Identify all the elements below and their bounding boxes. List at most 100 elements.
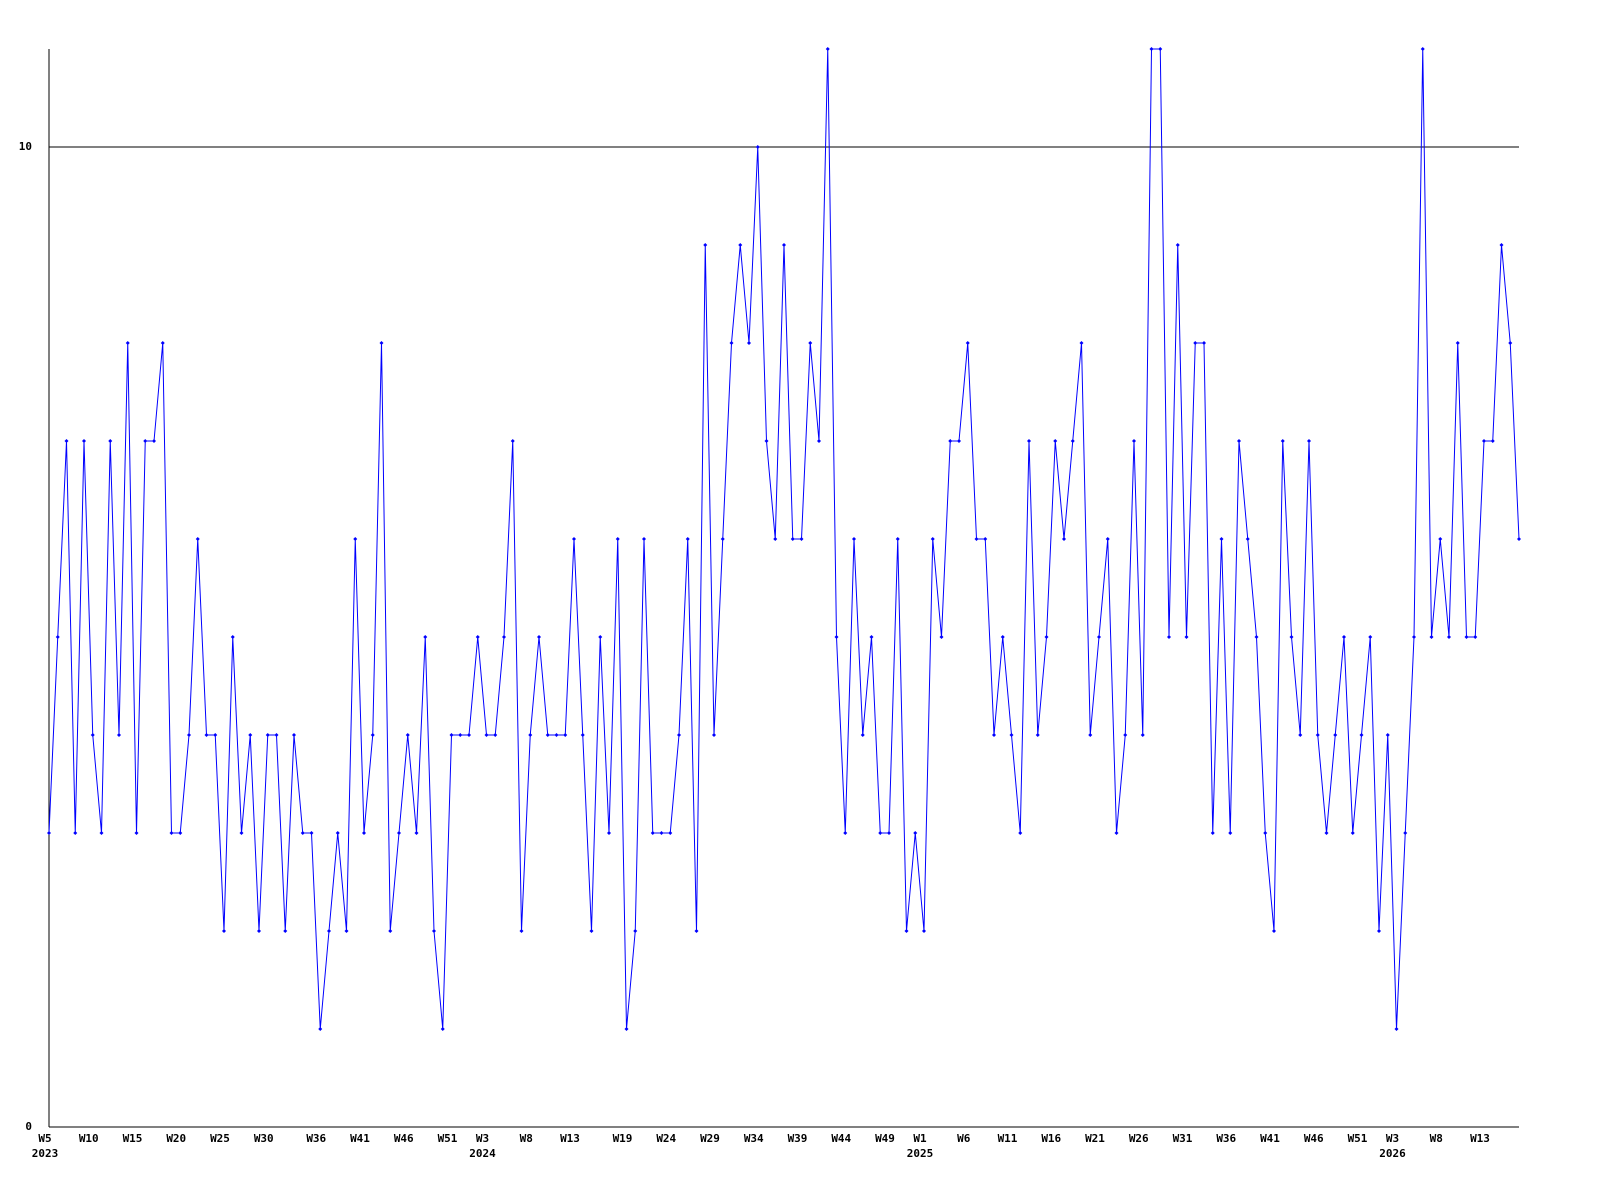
x-tick-label: W36: [1216, 1132, 1236, 1145]
data-point: [1079, 341, 1084, 345]
data-point: [799, 537, 804, 541]
data-point: [528, 733, 533, 737]
data-point: [257, 929, 261, 933]
data-point: [992, 733, 996, 737]
data-point: [1263, 831, 1268, 835]
data-point: [922, 929, 926, 933]
data-point: [1289, 635, 1294, 639]
data-point: [1455, 341, 1460, 345]
data-point: [458, 733, 463, 737]
x-tick-label: W51: [1348, 1132, 1368, 1145]
data-point: [1490, 439, 1495, 443]
data-point: [318, 1027, 323, 1031]
data-point: [983, 537, 988, 541]
data-point: [817, 439, 821, 443]
data-point: [1429, 635, 1434, 639]
year-label: 2025: [907, 1147, 934, 1160]
data-point: [1140, 733, 1145, 737]
data-point: [598, 635, 603, 639]
data-point: [1447, 635, 1451, 639]
data-point: [379, 341, 384, 345]
data-point: [957, 439, 961, 443]
x-tick-label: W41: [1260, 1132, 1280, 1145]
data-point: [782, 243, 786, 247]
data-point: [300, 831, 305, 835]
data-point: [580, 733, 585, 737]
data-point: [309, 831, 314, 835]
data-point: [1062, 537, 1066, 541]
x-tick-label: W19: [613, 1132, 633, 1145]
data-point: [1044, 635, 1049, 639]
x-tick-label: W15: [123, 1132, 143, 1145]
data-point: [773, 537, 778, 541]
data-point: [965, 341, 970, 345]
data-point: [712, 733, 716, 737]
data-point: [1508, 341, 1513, 345]
data-point: [729, 341, 734, 345]
data-point: [405, 733, 410, 737]
x-tick-label: W46: [1304, 1132, 1324, 1145]
data-point: [1175, 243, 1180, 247]
data-point: [790, 537, 795, 541]
data-point: [1368, 635, 1373, 639]
data-point: [1403, 831, 1408, 835]
data-point: [1473, 635, 1478, 639]
data-point: [939, 635, 944, 639]
data-point: [720, 537, 725, 541]
data-point: [160, 341, 165, 345]
data-point: [1298, 733, 1303, 737]
data-point: [1132, 439, 1136, 443]
data-point: [808, 341, 813, 345]
x-tick-label: W25: [210, 1132, 230, 1145]
data-point: [152, 439, 156, 443]
data-point: [1350, 831, 1355, 835]
x-tick-label: W11: [998, 1132, 1018, 1145]
x-tick-label: W8: [1430, 1132, 1443, 1145]
data-point: [668, 831, 673, 835]
data-point: [852, 537, 856, 541]
data-point: [1097, 635, 1101, 639]
data-point: [213, 733, 218, 737]
data-point: [510, 439, 515, 443]
data-point: [1035, 733, 1040, 737]
data-point: [1280, 439, 1285, 443]
data-point: [99, 831, 104, 835]
data-point: [1307, 439, 1311, 443]
data-point: [423, 635, 428, 639]
data-point: [860, 733, 865, 737]
data-point: [1377, 929, 1381, 933]
data-point: [1070, 439, 1075, 443]
data-point: [484, 733, 489, 737]
data-point: [887, 831, 891, 835]
data-point: [292, 733, 296, 737]
y-tick-label: 10: [19, 140, 32, 153]
data-point: [607, 831, 611, 835]
data-point: [274, 733, 279, 737]
data-point: [414, 831, 419, 835]
data-point: [475, 635, 480, 639]
data-point: [335, 831, 340, 835]
y-tick-label: 0: [25, 1120, 32, 1133]
data-point: [82, 439, 86, 443]
data-point: [1009, 733, 1014, 737]
data-point: [1333, 733, 1338, 737]
data-point: [178, 831, 183, 835]
data-point: [388, 929, 393, 933]
data-point: [642, 537, 646, 541]
data-point: [615, 537, 620, 541]
data-point: [1105, 537, 1110, 541]
data-point: [589, 929, 594, 933]
x-tick-label: W30: [254, 1132, 274, 1145]
data-point: [370, 733, 375, 737]
data-point: [572, 537, 576, 541]
data-point: [502, 635, 506, 639]
data-point: [125, 341, 130, 345]
year-label: 2024: [469, 1147, 496, 1160]
data-point: [1149, 47, 1154, 51]
data-point: [650, 831, 655, 835]
data-point: [117, 733, 121, 737]
data-point: [1254, 635, 1259, 639]
x-tick-label: W8: [520, 1132, 533, 1145]
data-point: [659, 831, 664, 835]
data-point: [204, 733, 209, 737]
